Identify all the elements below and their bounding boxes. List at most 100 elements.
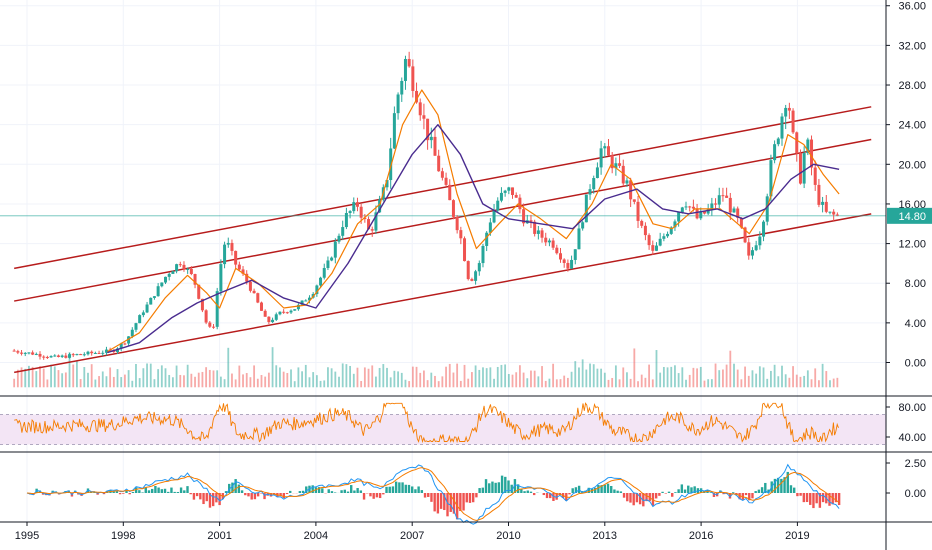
- volume-bar: [537, 376, 540, 388]
- volume-bar: [614, 365, 617, 388]
- candle: [182, 261, 186, 272]
- volume-bar: [792, 366, 794, 388]
- macd-histogram-bar: [449, 493, 452, 512]
- volume-bar: [821, 363, 824, 388]
- macd-histogram-bar: [744, 493, 748, 496]
- candle: [234, 250, 238, 270]
- macd-histogram-bar: [699, 488, 703, 493]
- candle: [496, 197, 500, 213]
- volume-bar: [53, 366, 56, 388]
- candle: [16, 349, 20, 355]
- volume-bar: [253, 365, 256, 388]
- volume-bar: [356, 367, 359, 388]
- candle: [747, 238, 751, 260]
- macd-histogram-bar: [446, 493, 449, 517]
- volume-bar: [242, 374, 244, 388]
- candle: [252, 288, 256, 294]
- macd-histogram-bar: [754, 491, 757, 493]
- candle: [699, 207, 703, 221]
- candle: [717, 187, 721, 211]
- candle: [828, 211, 832, 215]
- candle: [426, 118, 430, 150]
- volume-bar: [61, 373, 64, 388]
- volume-bar: [485, 368, 488, 388]
- macd-histogram-bar: [122, 493, 125, 494]
- candle: [27, 352, 31, 355]
- volume-bar: [411, 366, 414, 388]
- volume-bar: [544, 380, 547, 388]
- candle: [762, 220, 766, 242]
- x-tick-label: 1998: [111, 530, 135, 542]
- candle: [813, 160, 817, 191]
- volume-bar: [146, 363, 148, 388]
- volume-bar: [201, 371, 204, 388]
- candle: [344, 207, 348, 230]
- volume-bar: [179, 374, 182, 388]
- macd-histogram-bar: [780, 478, 783, 493]
- macd-histogram-bar: [362, 493, 366, 500]
- macd-histogram-bar: [183, 490, 186, 493]
- macd-histogram-bar: [674, 492, 677, 493]
- macd-histogram-bar: [767, 489, 770, 493]
- volume-bar: [463, 364, 466, 388]
- volume-bar: [408, 381, 411, 388]
- candle: [208, 320, 212, 328]
- volume-bar: [245, 373, 248, 388]
- volume-bar: [46, 379, 49, 388]
- volume-bar: [423, 370, 425, 388]
- macd-histogram-bar: [632, 493, 635, 506]
- candle: [422, 103, 426, 130]
- volume-bar: [216, 370, 219, 388]
- candle: [599, 140, 603, 175]
- macd-histogram-bar: [170, 487, 173, 493]
- volume-bar: [781, 365, 783, 388]
- candle: [595, 162, 599, 179]
- macd-histogram-bar: [622, 493, 626, 498]
- macd-histogram-bar: [305, 486, 308, 493]
- macd-histogram-bar: [571, 488, 574, 493]
- candle: [518, 194, 522, 214]
- volume-bar: [803, 375, 806, 388]
- macd-histogram-bar: [789, 485, 793, 493]
- macd-histogram-bar: [478, 488, 481, 493]
- volume-bar: [703, 380, 706, 388]
- candle: [584, 194, 588, 223]
- candle: [411, 59, 415, 98]
- volume-bar: [555, 379, 558, 388]
- volume-bar: [275, 365, 278, 388]
- x-tick-label: 1995: [15, 530, 39, 542]
- macd-histogram-bar: [93, 492, 96, 493]
- channel-line-1[interactable]: [14, 106, 872, 270]
- channel-line-2[interactable]: [14, 138, 872, 302]
- candle: [658, 232, 662, 247]
- macd-histogram-bar: [809, 493, 812, 505]
- macd-histogram-bar: [147, 490, 151, 493]
- volume-bar: [271, 347, 274, 388]
- volume-bar: [393, 370, 396, 388]
- volume-bar: [441, 376, 444, 388]
- volume-bar: [751, 370, 754, 388]
- candle: [728, 192, 732, 220]
- macd-histogram-bar: [471, 493, 475, 503]
- candle: [152, 296, 156, 300]
- macd-histogram-bar: [134, 487, 138, 493]
- candle: [618, 154, 622, 169]
- channel-line-3[interactable]: [14, 213, 872, 374]
- volume-bar: [183, 375, 185, 388]
- volume-bar: [611, 377, 614, 388]
- macd-histogram-bar: [635, 493, 639, 503]
- candle: [440, 167, 444, 181]
- macd-histogram-bar: [311, 485, 314, 493]
- candle: [651, 240, 655, 255]
- candle: [178, 261, 182, 267]
- macd-histogram-bar: [513, 479, 517, 493]
- volume-bar: [267, 372, 270, 388]
- macd-histogram-bar: [141, 492, 144, 493]
- volume-bar: [160, 365, 163, 388]
- macd-histogram-bar: [388, 486, 391, 493]
- volume-bar: [153, 379, 156, 388]
- volume-bar: [640, 374, 643, 388]
- candle: [82, 352, 86, 357]
- macd-histogram-bar: [587, 487, 590, 493]
- volume-bar: [109, 367, 112, 388]
